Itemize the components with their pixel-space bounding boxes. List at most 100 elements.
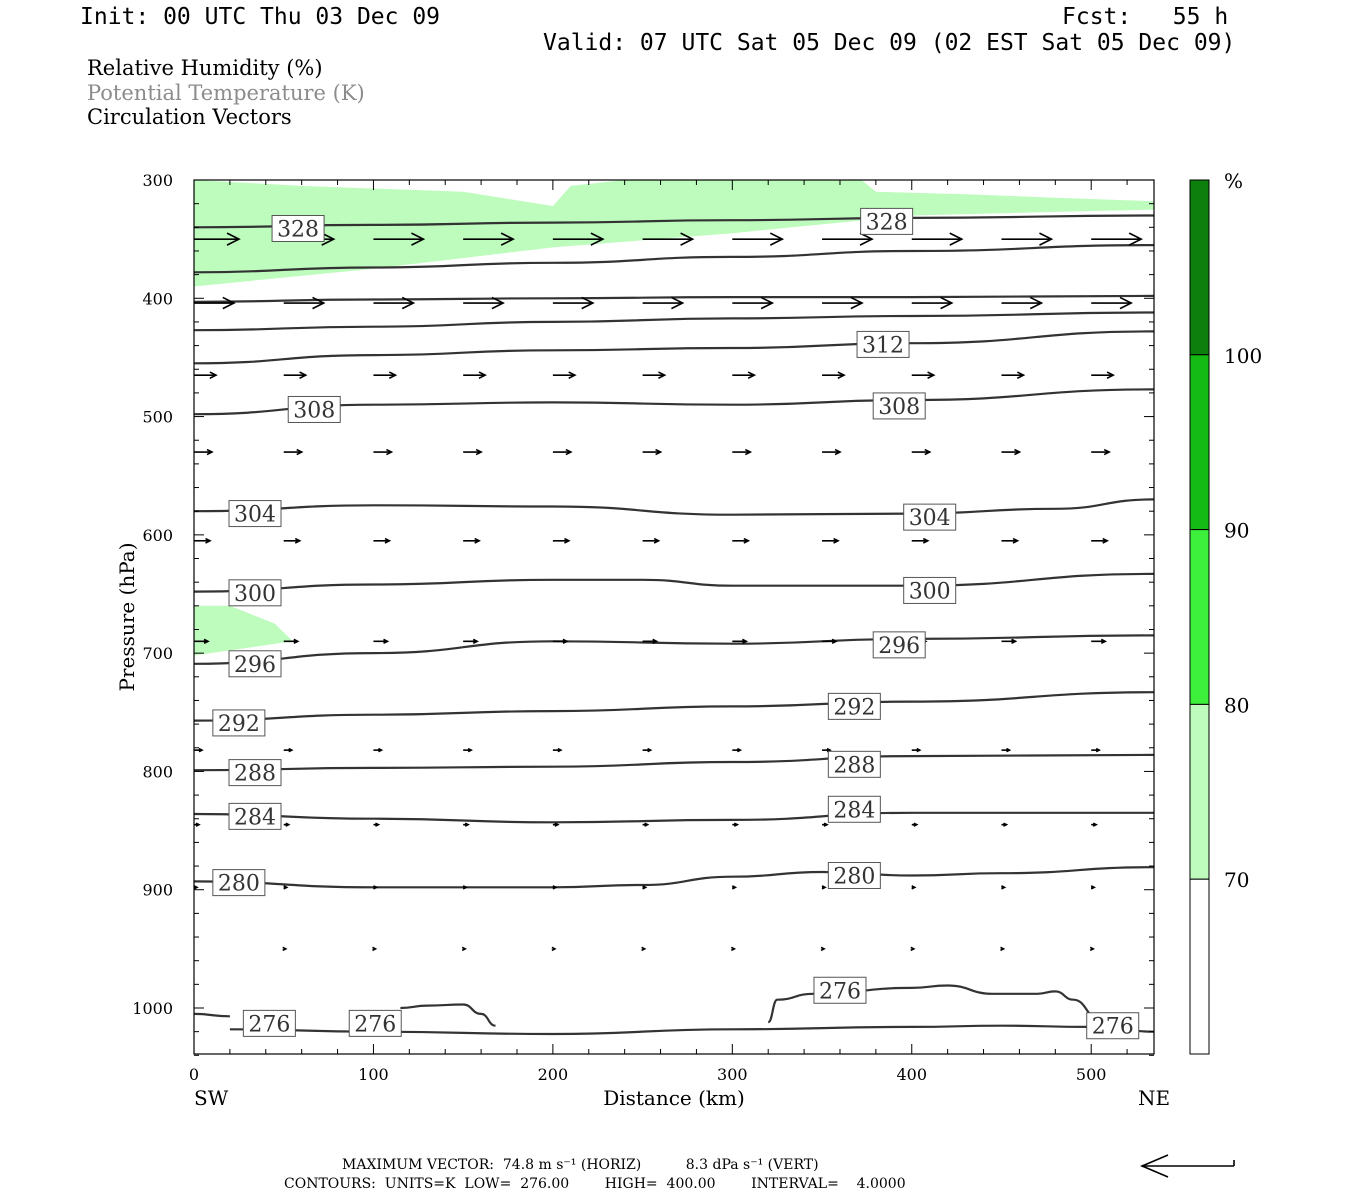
vector-arrow: [373, 232, 426, 246]
vector-arrow: [732, 638, 749, 644]
contour-label: 276: [348, 1009, 402, 1037]
x-end-label-left: SW: [194, 1086, 229, 1110]
vector-arrow: [731, 885, 738, 890]
vector-arrow: [732, 747, 743, 753]
contour-label: 304: [903, 503, 957, 531]
init-time: Init: 00 UTC Thu 03 Dec 09: [80, 4, 441, 30]
x-tick-label: 200: [538, 1065, 569, 1084]
contour-label-text: 300: [909, 579, 951, 604]
vector-arrow: [911, 296, 954, 310]
y-tick-label: 1000: [132, 999, 173, 1018]
contour-label-text: 292: [218, 712, 260, 737]
rh-shade-area-1: [194, 605, 293, 656]
vector-arrow: [282, 946, 288, 952]
max-vector-text: MAXIMUM VECTOR: 74.8 m s⁻¹ (HORIZ) 8.3 d…: [342, 1157, 819, 1173]
contour-label: 300: [903, 576, 957, 604]
contour-label: 276: [242, 1009, 296, 1037]
vector-arrow: [552, 638, 569, 644]
colorbar-segment: [1189, 529, 1210, 705]
vector-arrow: [1001, 747, 1012, 753]
vector-arrow: [373, 638, 390, 644]
colorbar-segment: [1189, 878, 1210, 1055]
vector-arrow: [552, 537, 571, 544]
vector-arrow: [463, 371, 487, 379]
vector-arrow: [732, 448, 753, 456]
contour-label: 284: [827, 795, 881, 823]
contour-label: 276: [813, 976, 867, 1004]
contour-label-text: 308: [878, 395, 920, 420]
vector-arrow: [552, 448, 573, 456]
theta-contour-1: [194, 244, 1154, 274]
vector-arrow: [911, 822, 919, 827]
vector-arrow: [461, 946, 467, 952]
contour-label-text: 276: [1092, 1015, 1134, 1040]
contour-label-text: 312: [862, 333, 904, 358]
vector-arrow: [911, 371, 936, 379]
vector-arrow: [552, 885, 558, 890]
vector-arrow: [732, 371, 757, 379]
contour-label-text: 276: [354, 1012, 396, 1037]
y-tick-label: 400: [142, 289, 173, 308]
vector-arrow: [373, 448, 394, 456]
y-axis-label: Pressure (hPa): [115, 543, 139, 692]
reference-vector-head: [1139, 1154, 1169, 1178]
vector-arrow: [822, 822, 829, 827]
vector-arrow: [283, 885, 289, 890]
contour-label-text: 308: [293, 398, 335, 423]
vector-arrow: [910, 946, 916, 952]
vector-arrow: [822, 537, 840, 544]
vector-arrow: [194, 232, 241, 246]
contour-label-text: 280: [833, 865, 875, 890]
vector-arrow: [283, 296, 326, 310]
vector-arrow: [1000, 946, 1006, 952]
vector-arrow: [642, 822, 650, 827]
vector-arrow: [732, 296, 775, 310]
colorbar-label: 90: [1224, 519, 1249, 543]
vector-arrow: [642, 371, 667, 379]
vector-arrow: [730, 946, 737, 952]
theta-contours: [194, 214, 1154, 1036]
contour-label: 292: [827, 692, 881, 720]
theta-contour-4: [194, 330, 1154, 365]
vector-arrow: [1091, 448, 1111, 456]
vector-arrow: [552, 371, 577, 379]
circulation-vectors: [193, 232, 1143, 952]
vector-arrow: [642, 537, 661, 544]
vector-arrow: [373, 822, 381, 827]
contour-label: 280: [212, 869, 266, 897]
legend-theta: Potential Temperature (K): [87, 81, 365, 105]
vector-arrow: [283, 448, 304, 456]
theta-contour-0: [194, 214, 1154, 229]
vector-arrow: [1001, 371, 1026, 379]
plot-frame: [193, 179, 1155, 1055]
reference-vector: [1139, 1154, 1235, 1178]
theta-contour-8: [194, 634, 1154, 665]
vector-arrow: [822, 296, 864, 310]
vector-arrow: [642, 747, 653, 753]
vector-arrow: [373, 537, 392, 544]
vector-arrow: [1001, 638, 1018, 644]
x-tick-label: 300: [717, 1065, 748, 1084]
contour-info-text: CONTOURS: UNITS=K LOW= 276.00 HIGH= 400.…: [284, 1176, 906, 1192]
theta-276-segment-2: [400, 1003, 496, 1027]
contour-label-text: 328: [277, 217, 319, 242]
theta-contour-7: [194, 572, 1154, 593]
contour-label: 300: [228, 579, 282, 607]
vector-arrow: [822, 448, 842, 456]
vector-arrow: [822, 371, 846, 379]
x-tick-label: 500: [1076, 1065, 1107, 1084]
vector-arrow: [373, 371, 398, 379]
contour-label-text: 288: [833, 753, 875, 778]
theta-contour-6: [194, 498, 1154, 516]
contour-label: 328: [860, 207, 914, 235]
vector-arrow: [1089, 946, 1095, 952]
y-tick-label: 900: [142, 881, 173, 900]
x-tick-label: 0: [189, 1065, 199, 1084]
vector-arrow: [283, 537, 302, 544]
vector-arrow: [283, 638, 300, 644]
vector-arrow: [911, 232, 964, 246]
contour-label: 288: [228, 759, 282, 787]
vector-arrow: [911, 885, 917, 890]
rh-shade-area-0: [194, 180, 1154, 287]
